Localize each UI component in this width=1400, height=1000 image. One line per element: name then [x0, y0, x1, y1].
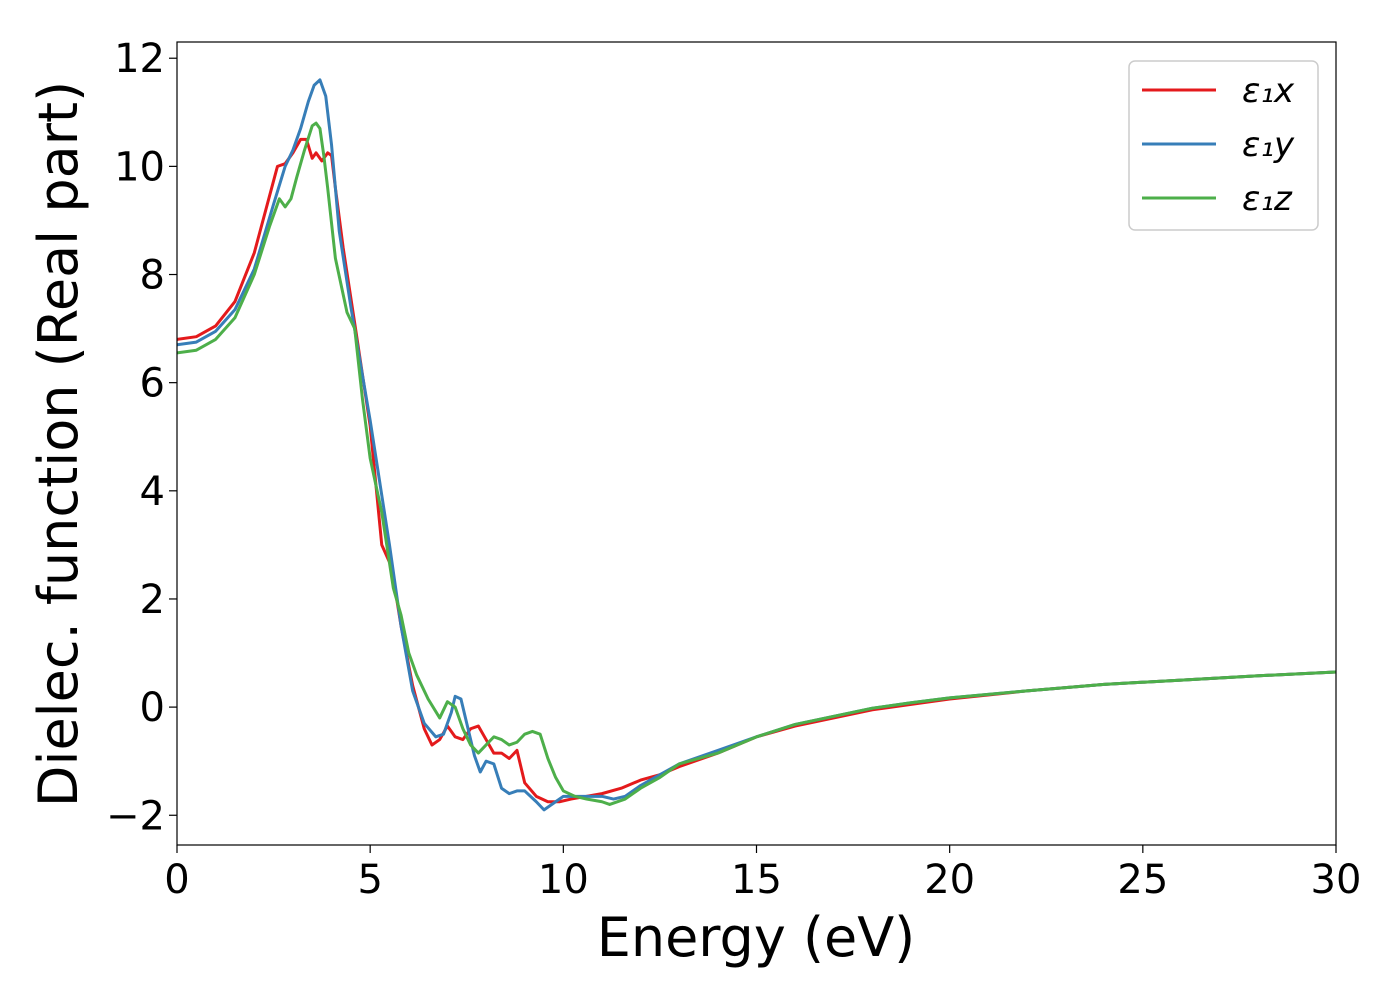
- x-tick-label: 0: [164, 857, 189, 903]
- legend-entry-label: ε₁y: [1242, 125, 1295, 165]
- x-tick-label: 5: [357, 857, 382, 903]
- y-axis-label: Dielec. function (Real part): [27, 81, 90, 807]
- x-tick-label: 20: [924, 857, 975, 903]
- y-tick-label: 10: [114, 144, 165, 190]
- x-tick-label: 30: [1311, 857, 1362, 903]
- legend-entry-label: ε₁z: [1242, 179, 1293, 219]
- legend-box: [1128, 60, 1319, 231]
- y-tick-label: 12: [114, 36, 165, 82]
- y-tick-label: −2: [106, 793, 165, 839]
- y-tick-label: 4: [140, 469, 165, 515]
- legend: ε₁x ε₁y ε₁z: [1128, 60, 1319, 231]
- y-tick-label: 2: [140, 577, 165, 623]
- axes-layer: 0 5 10 15 20 25 30 −2 0 2 4 6 8 10 12: [106, 36, 1361, 903]
- y-tick-label: 6: [140, 361, 165, 407]
- x-tick-label: 25: [1117, 857, 1168, 903]
- x-tick-label: 15: [731, 857, 782, 903]
- series-line-3: [177, 121, 1336, 806]
- y-tick-label: 8: [140, 253, 165, 299]
- x-axis-label: Energy (eV): [597, 906, 916, 969]
- x-tick-label: 10: [538, 857, 589, 903]
- legend-entry-label: ε₁x: [1242, 71, 1295, 111]
- series-layer: [177, 78, 1336, 812]
- y-tick-label: 0: [140, 685, 165, 731]
